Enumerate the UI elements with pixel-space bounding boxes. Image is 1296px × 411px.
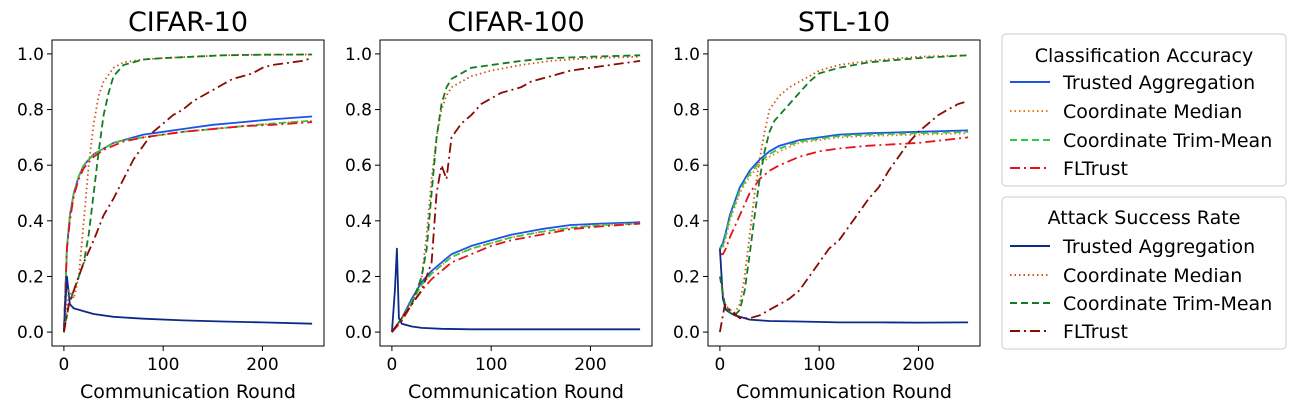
y-tick-label: 1.0 (673, 45, 700, 65)
x-axis-label: Communication Round (80, 381, 296, 403)
series-group (719, 54, 969, 333)
series-asr-fltrust (719, 100, 969, 333)
chart-title: CIFAR-100 (447, 7, 584, 38)
y-tick-label: 0.8 (345, 101, 372, 121)
series-acc-fltrust (391, 222, 641, 333)
legend-label-asr-trusted: Trusted Aggregation (1062, 236, 1255, 258)
legend-asr-frame (1001, 196, 1287, 350)
series-acc-fltrust (719, 136, 969, 256)
series-asr-trusted (63, 275, 313, 333)
x-tick-label: 0 (58, 355, 69, 375)
series-group (391, 54, 641, 333)
y-tick-label: 0.4 (17, 212, 44, 232)
x-tick-label: 0 (386, 355, 397, 375)
legend-label-acc-median: Coordinate Median (1063, 101, 1242, 123)
x-tick-label: 200 (902, 355, 934, 375)
y-tick-label: 0.2 (345, 267, 372, 287)
legend-label-asr-median: Coordinate Median (1063, 265, 1242, 287)
series-asr-trim (391, 54, 641, 333)
plot-frame (707, 39, 981, 347)
chart-panel-2: CIFAR-100 0.0 0.2 0.4 0.6 0.8 1.0 0 100 200 Commun… (345, 7, 653, 403)
legend-accuracy-title: Classification Accuracy (1035, 45, 1254, 67)
series-acc-median (719, 132, 969, 250)
legend-label-asr-trim: Coordinate Trim-Mean (1063, 293, 1272, 315)
y-tick-label: 0.4 (673, 212, 700, 232)
legend-accuracy: Classification Accuracy Trusted Aggregat… (1001, 33, 1287, 187)
y-tick-label: 0.0 (345, 323, 372, 343)
x-tick-label: 0 (714, 355, 725, 375)
y-tick-label: 0.8 (673, 101, 700, 121)
series-asr-fltrust (63, 57, 313, 333)
x-axis-label: Communication Round (736, 381, 952, 403)
legend-asr-title: Attack Success Rate (1048, 207, 1241, 229)
x-tick-label: 100 (147, 355, 179, 375)
y-tick-label: 0.0 (17, 323, 44, 343)
series-acc-trusted (391, 221, 641, 333)
y-tick-label: 0.4 (345, 212, 372, 232)
legend-accuracy-frame (1001, 33, 1287, 187)
series-asr-trusted (719, 248, 969, 324)
legend-label-acc-trusted: Trusted Aggregation (1062, 72, 1255, 94)
series-acc-fltrust (63, 121, 313, 333)
series-group (63, 53, 313, 333)
legend-label-acc-fltrust: FLTrust (1063, 158, 1128, 180)
y-tick-label: 0.6 (17, 156, 44, 176)
x-tick-label: 100 (475, 355, 507, 375)
chart-panel-1: CIFAR-10 0.0 0.2 0.4 0.6 0.8 1.0 0 100 200 Communi… (17, 7, 325, 403)
chart-title: CIFAR-10 (128, 7, 248, 38)
x-tick-label: 200 (246, 355, 278, 375)
chart-title: STL-10 (798, 7, 890, 38)
series-acc-trim (391, 222, 641, 333)
legend-label-asr-fltrust: FLTrust (1063, 321, 1128, 343)
y-tick-label: 0.2 (17, 267, 44, 287)
legend-label-acc-trim: Coordinate Trim-Mean (1063, 130, 1272, 152)
x-axis-label: Communication Round (408, 381, 624, 403)
series-acc-trusted (63, 115, 313, 333)
legend-asr: Attack Success Rate Trusted Aggregation … (1001, 196, 1287, 350)
series-asr-trim (63, 53, 313, 333)
y-tick-label: 0.0 (673, 323, 700, 343)
series-asr-trim (719, 54, 969, 317)
y-tick-label: 1.0 (17, 45, 44, 65)
series-asr-median (391, 55, 641, 333)
series-asr-trusted (391, 247, 641, 333)
plot-frame (379, 39, 653, 347)
series-acc-trim (719, 130, 969, 250)
series-acc-trusted (719, 129, 969, 250)
plot-frame (51, 39, 325, 347)
y-tick-label: 0.6 (673, 156, 700, 176)
y-tick-label: 0.2 (673, 267, 700, 287)
x-tick-label: 200 (574, 355, 606, 375)
series-asr-median (63, 53, 313, 333)
series-asr-median (719, 54, 969, 314)
y-tick-label: 0.6 (345, 156, 372, 176)
y-tick-label: 1.0 (345, 45, 372, 65)
y-tick-label: 0.8 (17, 101, 44, 121)
chart-panel-3: STL-10 0.0 0.2 0.4 0.6 0.8 1.0 0 100 200 Communica… (673, 7, 981, 403)
x-tick-label: 100 (803, 355, 835, 375)
series-asr-fltrust (391, 60, 641, 333)
